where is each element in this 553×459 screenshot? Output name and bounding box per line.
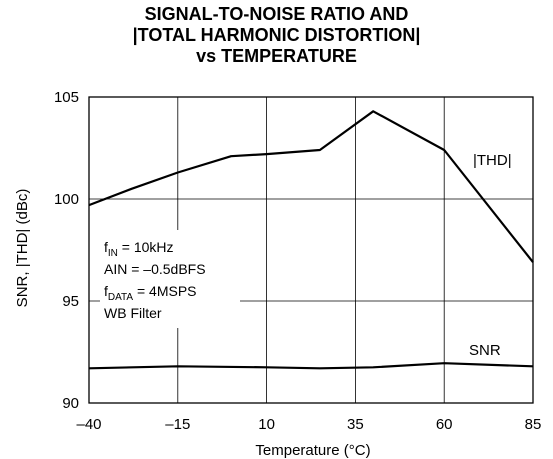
annotation-box bbox=[100, 230, 240, 328]
annotation-line: AIN = –0.5dBFS bbox=[104, 261, 206, 277]
chart-title-line-2: |TOTAL HARMONIC DISTORTION| bbox=[132, 25, 421, 45]
x-axis-label: Temperature (°C) bbox=[255, 442, 370, 459]
x-tick-label: 10 bbox=[258, 416, 275, 433]
annotation-line: WB Filter bbox=[104, 305, 162, 321]
chart-title-line-3: vs TEMPERATURE bbox=[196, 46, 357, 66]
tick-labels: –40 –15 10 35 60 85 90 95 100 105 bbox=[54, 89, 541, 433]
chart-title-line-1: SIGNAL-TO-NOISE RATIO AND bbox=[144, 4, 409, 24]
plot-frame bbox=[88, 96, 534, 404]
x-tick-label: 60 bbox=[436, 416, 453, 433]
y-tick-label: 100 bbox=[54, 191, 79, 208]
y-tick-label: 95 bbox=[62, 293, 79, 310]
x-tick-label: –40 bbox=[76, 416, 101, 433]
x-tick-label: 35 bbox=[347, 416, 364, 433]
x-tick-label: 85 bbox=[525, 416, 542, 433]
annotation-block: fIN = 10kHz AIN = –0.5dBFS fDATA = 4MSPS WB… bbox=[104, 239, 206, 321]
x-tick-label: –15 bbox=[165, 416, 190, 433]
annotation-line: fIN = 10kHz bbox=[104, 239, 174, 259]
series-label-thd: |THD| bbox=[473, 152, 512, 169]
annotation-line: fDATA = 4MSPS bbox=[104, 283, 197, 303]
y-tick-label: 90 bbox=[62, 395, 79, 412]
series-line-snr bbox=[88, 362, 534, 370]
series-line-thd bbox=[88, 110, 534, 263]
series-lines bbox=[88, 110, 534, 370]
chart-title: SIGNAL-TO-NOISE RATIO AND |TOTAL HARMONI… bbox=[0, 4, 553, 67]
y-axis-label: SNR, |THD| (dBc) bbox=[14, 189, 31, 308]
series-label-snr: SNR bbox=[469, 342, 501, 359]
y-tick-label: 105 bbox=[54, 89, 79, 106]
